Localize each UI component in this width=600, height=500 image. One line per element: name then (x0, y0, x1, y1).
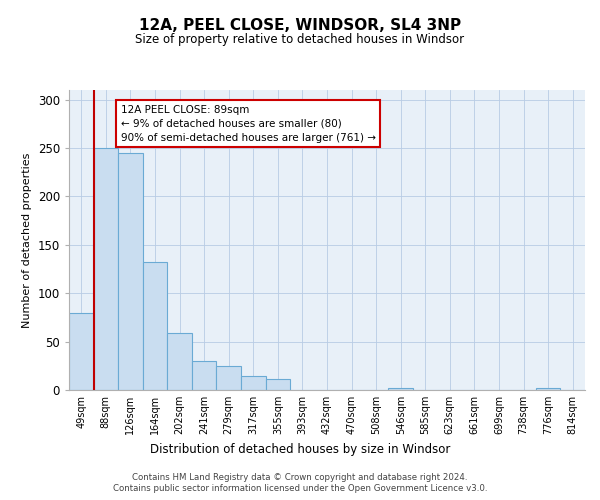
Bar (388, 388, 413, 390)
Bar (241, 376, 266, 390)
Y-axis label: Number of detached properties: Number of detached properties (22, 152, 32, 328)
Text: Contains public sector information licensed under the Open Government Licence v3: Contains public sector information licen… (113, 484, 487, 493)
Text: Distribution of detached houses by size in Windsor: Distribution of detached houses by size … (150, 442, 450, 456)
Bar (94, 148, 118, 390)
Text: 12A, PEEL CLOSE, WINDSOR, SL4 3NP: 12A, PEEL CLOSE, WINDSOR, SL4 3NP (139, 18, 461, 32)
Bar (69, 312, 94, 390)
Bar (536, 388, 560, 390)
Bar (167, 333, 192, 390)
Text: Size of property relative to detached houses in Windsor: Size of property relative to detached ho… (136, 32, 464, 46)
Text: Contains HM Land Registry data © Crown copyright and database right 2024.: Contains HM Land Registry data © Crown c… (132, 472, 468, 482)
Bar (118, 153, 143, 390)
Text: 12A PEEL CLOSE: 89sqm
← 9% of detached houses are smaller (80)
90% of semi-detac: 12A PEEL CLOSE: 89sqm ← 9% of detached h… (121, 104, 376, 142)
Bar (266, 380, 290, 390)
Bar (217, 366, 241, 390)
Bar (143, 262, 167, 390)
Bar (192, 361, 217, 390)
